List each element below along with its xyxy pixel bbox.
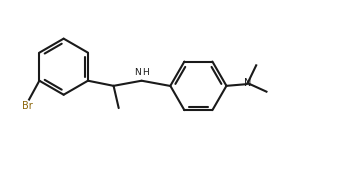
Text: H: H <box>142 68 149 77</box>
Text: N: N <box>134 68 141 77</box>
Text: Br: Br <box>22 101 33 111</box>
Text: N: N <box>244 78 251 88</box>
